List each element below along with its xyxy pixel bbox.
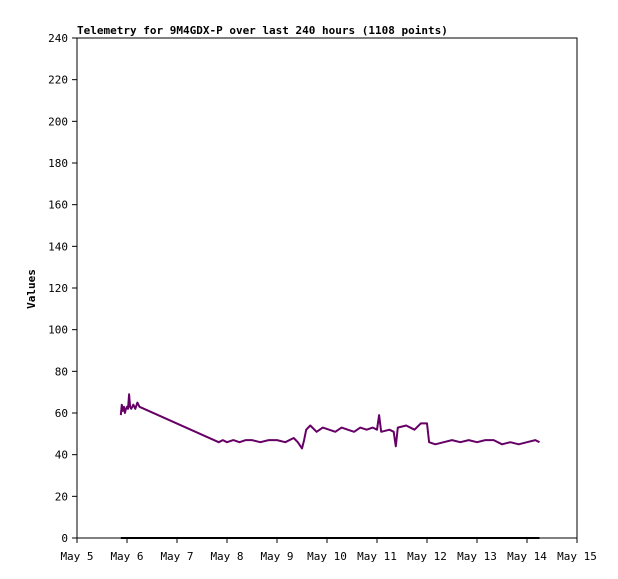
x-tick-label: May 11: [357, 550, 397, 563]
y-tick-label: 80: [55, 365, 68, 378]
y-tick-label: 240: [48, 32, 68, 45]
x-tick-label: May 6: [110, 550, 143, 563]
plot-frame: [76, 37, 578, 539]
plot-border: [76, 37, 578, 539]
x-axis: May 5 May 6 May 7 May 8 May 9 May 10 May 11 May…: [60, 538, 597, 563]
series-line-telemetry: [119, 393, 540, 450]
chart-title: Telemetry for 9M4GDX-P over last 240 hou…: [77, 24, 448, 37]
y-tick-label: 200: [48, 115, 68, 128]
y-tick-label: 100: [48, 324, 68, 337]
y-tick-label: 140: [48, 240, 68, 253]
y-tick-label: 0: [61, 532, 68, 545]
x-tick-label: May 13: [457, 550, 497, 563]
x-tick-label: May 15: [557, 550, 597, 563]
y-tick-label: 40: [55, 449, 68, 462]
x-tick-label: May 5: [60, 550, 93, 563]
x-tick-label: May 7: [160, 550, 193, 563]
y-axis-label: Values: [25, 269, 38, 309]
y-tick-label: 120: [48, 282, 68, 295]
x-tick-label: May 12: [407, 550, 447, 563]
y-tick-label: 20: [55, 490, 68, 503]
x-tick-label: May 14: [507, 550, 547, 563]
x-tick-label: May 8: [210, 550, 243, 563]
y-axis: 0 20 40 60 80 100 120 140 160 180 200 220 240: [48, 32, 77, 545]
y-tick-label: 160: [48, 199, 68, 212]
y-tick-label: 180: [48, 157, 68, 170]
x-tick-label: May 9: [260, 550, 293, 563]
series-lines: [119, 393, 540, 539]
x-tick-label: May 10: [307, 550, 347, 563]
y-tick-label: 60: [55, 407, 68, 420]
y-tick-label: 220: [48, 74, 68, 87]
